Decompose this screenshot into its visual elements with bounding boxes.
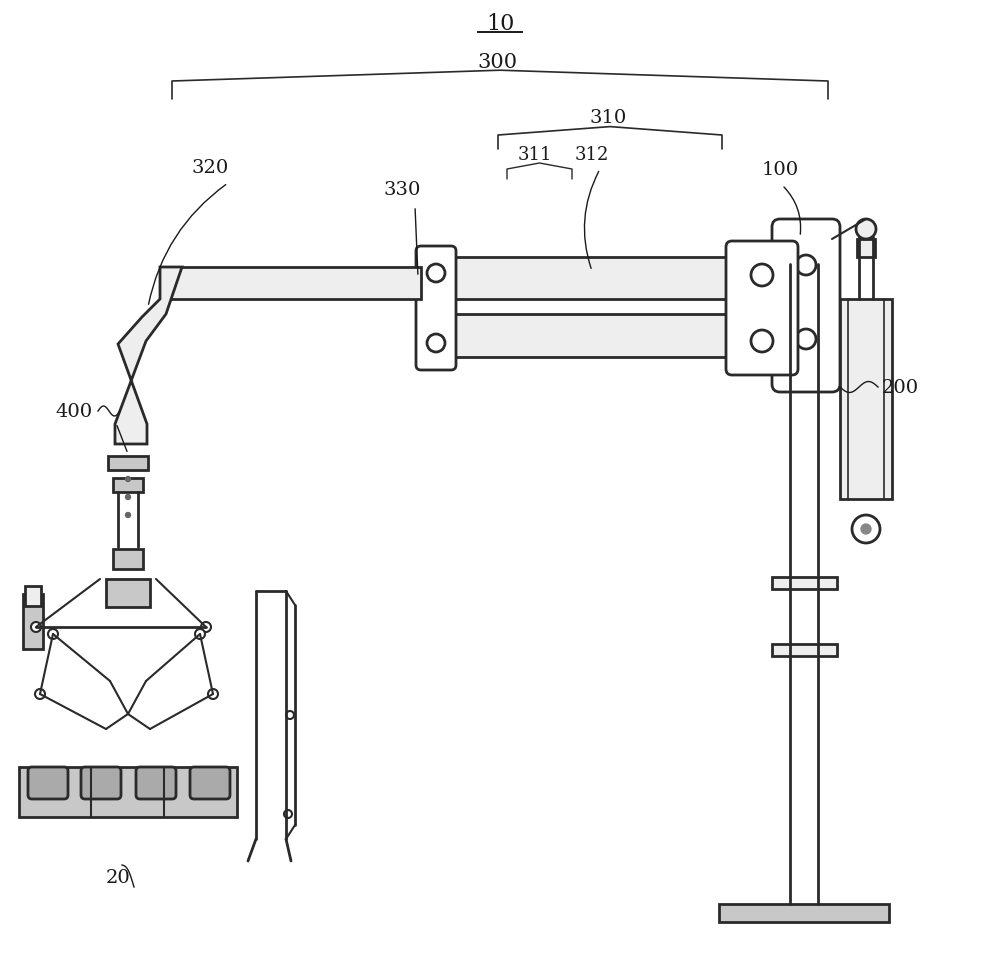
Bar: [840, 299, 892, 499]
FancyBboxPatch shape: [772, 220, 840, 393]
Circle shape: [852, 516, 880, 543]
Circle shape: [201, 622, 211, 633]
Text: 320: 320: [191, 159, 229, 177]
Bar: [108, 456, 148, 471]
Text: 200: 200: [882, 378, 919, 396]
Text: 400: 400: [55, 402, 92, 420]
Circle shape: [126, 495, 131, 500]
Text: 20: 20: [106, 868, 130, 886]
Circle shape: [796, 255, 816, 275]
Circle shape: [284, 810, 292, 818]
Circle shape: [796, 330, 816, 350]
Text: 300: 300: [477, 52, 517, 71]
Circle shape: [208, 689, 218, 700]
Bar: [25, 586, 41, 606]
Bar: [23, 595, 43, 649]
Circle shape: [751, 265, 773, 287]
FancyBboxPatch shape: [136, 767, 176, 800]
Circle shape: [856, 220, 876, 240]
Text: 100: 100: [762, 161, 799, 179]
Bar: [772, 578, 837, 589]
FancyBboxPatch shape: [416, 247, 456, 371]
Text: 311: 311: [518, 146, 552, 164]
Polygon shape: [115, 268, 182, 444]
FancyBboxPatch shape: [28, 767, 68, 800]
Bar: [106, 579, 150, 607]
Circle shape: [427, 335, 445, 353]
Circle shape: [31, 622, 41, 633]
Text: 10: 10: [486, 13, 514, 35]
Bar: [857, 240, 875, 257]
Circle shape: [427, 265, 445, 283]
Text: 310: 310: [589, 109, 627, 127]
Circle shape: [126, 477, 131, 482]
Circle shape: [751, 331, 773, 353]
Bar: [160, 268, 421, 299]
Bar: [772, 644, 837, 657]
Bar: [19, 767, 237, 817]
Bar: [113, 550, 143, 569]
Bar: [113, 478, 143, 493]
Text: 312: 312: [575, 146, 609, 164]
FancyBboxPatch shape: [726, 242, 798, 375]
Bar: [435, 314, 790, 357]
Bar: [435, 257, 790, 299]
FancyBboxPatch shape: [190, 767, 230, 800]
Circle shape: [126, 513, 131, 518]
Text: 330: 330: [383, 181, 421, 199]
Circle shape: [195, 629, 205, 639]
Circle shape: [35, 689, 45, 700]
Bar: [719, 904, 889, 923]
Circle shape: [286, 711, 294, 720]
Circle shape: [48, 629, 58, 639]
FancyBboxPatch shape: [81, 767, 121, 800]
Circle shape: [861, 524, 871, 535]
